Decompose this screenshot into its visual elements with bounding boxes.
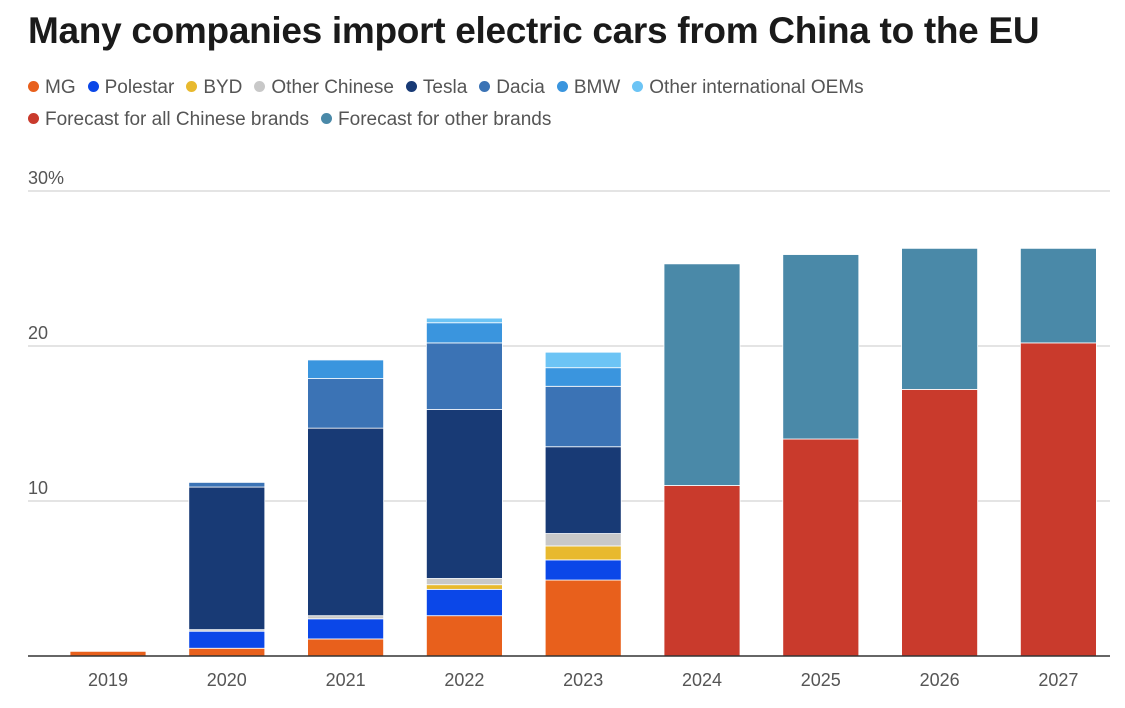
bar-segment-other-chinese [425, 578, 503, 586]
legend-swatch [405, 81, 417, 92]
legend-item: Other Chinese [254, 72, 394, 104]
bar-segment-forecast-for-all-chinese-brands [901, 388, 978, 657]
bar-segment-polestar [307, 618, 385, 640]
legend-label: BMW [573, 77, 621, 98]
legend-item: MG [28, 72, 76, 104]
legend-item: BYD [186, 72, 242, 104]
bar-segment-tesla [188, 486, 266, 631]
legend-swatch [28, 81, 39, 92]
bar-segment-forecast-for-other-brands [782, 254, 860, 440]
bar-segment-polestar [188, 630, 266, 649]
bar-segment-forecast-for-other-brands [1020, 247, 1097, 344]
x-tick-label: 2027 [1038, 670, 1078, 690]
x-tick-label: 2022 [444, 670, 484, 690]
legend-item: Polestar [87, 72, 175, 104]
bar-segment-dacia [425, 342, 503, 410]
bar-segment-tesla [425, 409, 503, 579]
legend-label: Dacia [496, 77, 545, 98]
legend-swatch [321, 113, 333, 124]
legend-swatch [87, 81, 99, 92]
legend: MG Polestar BYD Other Chinese Tesla Dacia BMW O… [28, 72, 1118, 136]
bar-segment-polestar [544, 559, 622, 581]
x-tick-label: 2024 [682, 670, 722, 690]
legend-swatch [28, 113, 39, 124]
legend-swatch [556, 81, 568, 92]
legend-label: BYD [203, 77, 243, 98]
bar-segment-other-international-oems [425, 317, 503, 324]
bar-segment-forecast-for-all-chinese-brands [782, 438, 860, 657]
x-tick-label: 2019 [88, 670, 128, 690]
legend-swatch [186, 81, 198, 92]
bar-segment-mg [307, 638, 385, 657]
legend-item: Forecast for other brands [321, 104, 551, 136]
legend-item: BMW [556, 72, 621, 104]
bar-segment-mg [425, 615, 503, 657]
bar-segment-mg [544, 579, 622, 657]
bar-segment-other-international-oems [544, 351, 622, 369]
x-tick-label: 2023 [563, 670, 603, 690]
bar-segment-bmw [307, 359, 385, 379]
legend-label: Other Chinese [271, 77, 394, 98]
y-tick-label: 20 [28, 323, 48, 343]
x-tick-label: 2026 [920, 670, 960, 690]
legend-label: Forecast for other brands [338, 109, 552, 130]
bar-segment-other-chinese [544, 533, 622, 547]
legend-label: Forecast for all Chinese brands [45, 109, 310, 130]
bar-segment-forecast-for-other-brands [901, 247, 978, 390]
legend-label: Polestar [104, 77, 175, 98]
bar-segment-byd [544, 545, 622, 561]
bar-segment-tesla [307, 427, 385, 617]
x-tick-label: 2025 [801, 670, 841, 690]
legend-item: Other international OEMs [632, 72, 864, 104]
x-tick-label: 2021 [326, 670, 366, 690]
bar-segment-byd [425, 584, 503, 590]
legend-label: Other international OEMs [649, 77, 864, 98]
bar-segment-polestar [425, 588, 503, 617]
legend-item: Tesla [405, 72, 468, 104]
legend-swatch [632, 81, 644, 92]
legend-swatch [479, 81, 491, 92]
y-tick-label: 30% [28, 168, 64, 188]
bar-segment-dacia [307, 378, 385, 429]
bar-segment-other-chinese [307, 615, 385, 620]
legend-swatch [254, 81, 266, 92]
bar-segment-mg [188, 647, 266, 657]
bar-segment-dacia [188, 481, 266, 488]
legend-item: Dacia [479, 72, 545, 104]
bar-segment-forecast-for-other-brands [663, 263, 741, 486]
bar-segment-bmw [544, 367, 622, 387]
legend-label: MG [45, 77, 76, 98]
bar-segment-dacia [544, 385, 622, 448]
chart-title: Many companies import electric cars from… [28, 10, 1040, 51]
legend-label: Tesla [422, 77, 468, 98]
bar-segment-forecast-for-all-chinese-brands [1020, 342, 1097, 657]
x-tick-label: 2020 [207, 670, 247, 690]
bar-segment-forecast-for-all-chinese-brands [663, 485, 741, 657]
bar-segment-bmw [425, 322, 503, 344]
y-tick-label: 10 [28, 478, 48, 498]
bar-segment-tesla [544, 446, 622, 534]
legend-item: Forecast for all Chinese brands [28, 104, 309, 136]
